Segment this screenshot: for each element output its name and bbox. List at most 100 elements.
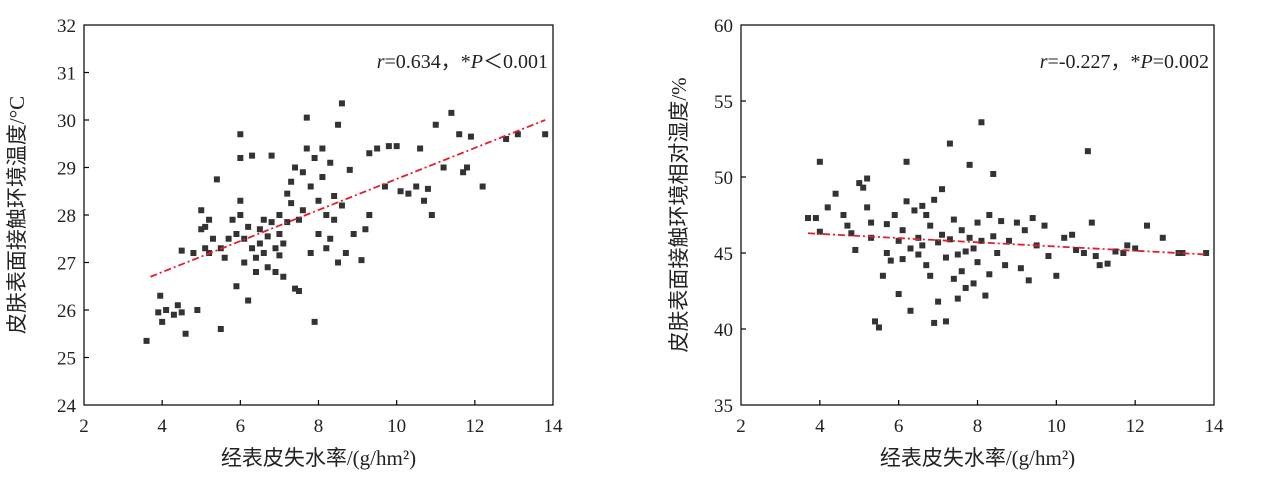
data-point [421, 197, 428, 204]
data-point [311, 318, 318, 325]
data-point [982, 292, 989, 299]
data-point [919, 202, 926, 209]
data-point [927, 272, 934, 279]
data-point [456, 131, 463, 138]
data-point [233, 283, 240, 290]
x-tick-label: 2 [736, 416, 746, 437]
data-point [923, 212, 930, 218]
data-point [143, 337, 150, 344]
data-point [1017, 265, 1024, 272]
trend-line [807, 232, 1207, 256]
data-point [194, 307, 201, 313]
data-point [899, 256, 906, 263]
data-point [174, 302, 181, 309]
data-point [221, 254, 228, 261]
data-point [292, 164, 299, 171]
data-point [868, 234, 875, 241]
data-point [1013, 219, 1020, 226]
data-point [237, 212, 244, 218]
x-tick-label: 10 [387, 416, 406, 437]
data-point [994, 250, 1001, 256]
data-point [432, 121, 439, 128]
data-point [299, 169, 306, 176]
y-tick-label: 27 [57, 254, 76, 275]
data-point [292, 285, 299, 292]
data-point [864, 204, 871, 211]
data-point [155, 309, 162, 316]
x-axis-label: 经表皮失水率/(g/hm²) [880, 446, 1075, 470]
data-point [284, 219, 291, 226]
data-point [1029, 215, 1036, 222]
data-point [958, 227, 965, 234]
data-point [440, 164, 447, 171]
data-point [202, 223, 209, 230]
data-point [295, 216, 302, 223]
data-point [998, 218, 1005, 225]
data-point [295, 288, 302, 294]
data-point [1061, 234, 1068, 241]
data-point [311, 155, 318, 161]
data-point [875, 324, 882, 331]
data-point [939, 186, 946, 193]
data-point [268, 219, 275, 226]
trend-line [150, 119, 546, 278]
data-point [946, 236, 953, 243]
data-point [824, 204, 831, 211]
data-point [413, 183, 420, 190]
y-tick-label: 24 [57, 396, 77, 417]
data-point [358, 257, 365, 264]
chart-right: 2 4 6 8 10 12 14 35 40 45 50 55 60 经表皮失水率/(g/hm²) 皮肤表面… [667, 16, 1224, 470]
data-point [1159, 234, 1166, 241]
data-point [990, 233, 997, 240]
x-tick-label: 14 [544, 416, 564, 437]
data-point [1041, 222, 1048, 229]
data-point [950, 275, 957, 282]
data-point [335, 121, 342, 128]
data-point [915, 234, 922, 241]
data-point [1092, 253, 1099, 260]
data-point [237, 197, 244, 204]
data-point [974, 259, 981, 266]
data-point [978, 237, 985, 244]
data-point [424, 185, 431, 192]
x-tick-label: 6 [236, 416, 246, 437]
y-tick-label: 50 [714, 168, 733, 189]
data-point [385, 143, 392, 150]
data-point [1088, 219, 1095, 226]
data-point [927, 222, 934, 229]
data-point [182, 330, 189, 337]
data-point [260, 216, 267, 223]
data-point [1025, 277, 1032, 284]
data-point [919, 242, 926, 249]
data-point [832, 190, 839, 197]
data-point [178, 309, 185, 316]
data-point [397, 188, 404, 195]
data-point [303, 145, 310, 152]
data-point [907, 245, 914, 252]
data-point [915, 251, 922, 258]
data-point [319, 174, 326, 180]
data-point [225, 235, 232, 242]
data-point [342, 250, 349, 256]
data-point [299, 207, 306, 214]
data-point [198, 226, 205, 233]
data-point [942, 254, 949, 261]
data-point [178, 247, 185, 254]
data-point [1143, 222, 1150, 229]
data-point [939, 231, 946, 238]
y-axis-label: 皮肤表面接触环境温度/°C [5, 96, 29, 334]
y-tick-label: 29 [57, 159, 76, 180]
data-point [157, 292, 164, 299]
data-point [256, 240, 263, 247]
data-point [417, 145, 424, 152]
data-point [1053, 272, 1060, 279]
data-point [276, 231, 283, 237]
data-point [935, 298, 942, 305]
data-point [237, 131, 244, 138]
data-point [366, 212, 373, 218]
data-point [1045, 253, 1052, 260]
data-point [276, 252, 283, 259]
data-point [245, 223, 252, 230]
data-point [903, 198, 910, 205]
data-point [805, 215, 812, 222]
